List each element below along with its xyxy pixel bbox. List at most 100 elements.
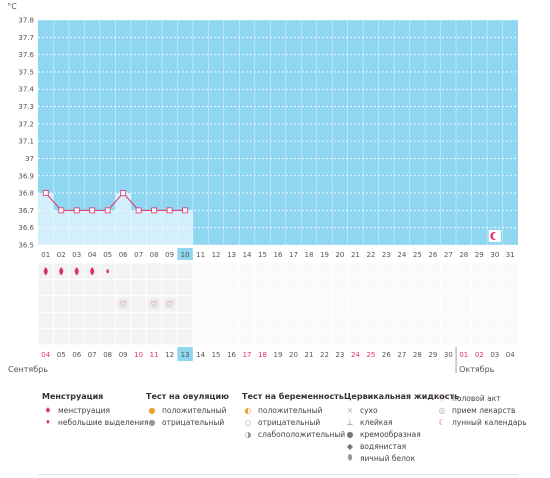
event-cell bbox=[441, 263, 456, 279]
legend-label: лунный календарь bbox=[452, 417, 527, 427]
cycle-day-label: 13 bbox=[227, 251, 236, 259]
drop-light-icon bbox=[106, 268, 109, 274]
event-cell bbox=[394, 296, 410, 312]
event-cell bbox=[131, 329, 146, 345]
event-cell bbox=[456, 312, 472, 329]
cycle-day-label: 11 bbox=[196, 251, 205, 259]
temperature-line bbox=[45, 192, 186, 211]
legend-item: ♦ менструация bbox=[42, 404, 149, 416]
event-cell bbox=[84, 279, 100, 296]
cycle-day-label: 10 bbox=[181, 251, 190, 259]
cycle-day-label: 19 bbox=[320, 251, 329, 259]
y-tick-label: 37.8 bbox=[18, 17, 34, 25]
event-cell bbox=[38, 329, 53, 345]
event-cell bbox=[317, 263, 332, 279]
legend-label: отрицательный bbox=[258, 417, 321, 427]
event-cell bbox=[317, 329, 332, 345]
event-cell bbox=[410, 312, 425, 329]
event-cell bbox=[301, 329, 317, 345]
legend-item: ◆ водянистая bbox=[344, 440, 459, 452]
event-cell bbox=[146, 279, 162, 296]
event-cell bbox=[193, 279, 208, 296]
ovulation-negative-icon: ● bbox=[148, 417, 156, 427]
event-cell bbox=[270, 279, 286, 296]
legend-label: слабоположительный bbox=[258, 429, 346, 439]
sticky-icon: ⊥ bbox=[346, 417, 354, 427]
event-cell bbox=[224, 296, 239, 312]
heart-cell-bg bbox=[149, 299, 160, 309]
event-cell bbox=[69, 329, 84, 345]
event-cell bbox=[146, 312, 162, 329]
event-cell bbox=[487, 329, 503, 345]
legend-label: положительный bbox=[258, 405, 323, 415]
event-cell bbox=[425, 329, 441, 345]
temperature-point bbox=[120, 190, 127, 196]
event-cell bbox=[255, 312, 270, 329]
event-cell bbox=[317, 312, 332, 329]
event-cell bbox=[472, 312, 487, 329]
y-tick-label: 37.4 bbox=[18, 86, 34, 94]
cycle-day-label: 25 bbox=[413, 251, 422, 259]
event-cell bbox=[472, 263, 487, 279]
cycle-day-label: 17 bbox=[289, 251, 298, 259]
heart-icon: ♡ bbox=[166, 300, 173, 309]
legend-item: ● кремообразная bbox=[344, 428, 459, 440]
event-cell bbox=[425, 296, 441, 312]
event-cell bbox=[115, 279, 131, 296]
heart-cell-bg bbox=[118, 299, 129, 309]
event-cell bbox=[379, 263, 394, 279]
legend-item: ♦ небольшие выделения bbox=[42, 416, 148, 428]
event-cell bbox=[239, 312, 255, 329]
temperature-point bbox=[89, 207, 96, 214]
event-cell bbox=[53, 296, 69, 312]
temperature-point bbox=[42, 190, 49, 196]
event-cell bbox=[487, 263, 503, 279]
event-cell bbox=[286, 279, 301, 296]
legend-item: ♡ половой акт bbox=[436, 392, 527, 404]
event-cell bbox=[379, 329, 394, 345]
event-cell bbox=[84, 312, 100, 329]
calendar-date-label: 12 bbox=[165, 351, 174, 359]
temperature-point bbox=[166, 207, 173, 214]
divider bbox=[38, 474, 518, 475]
event-cell bbox=[487, 279, 503, 296]
drop-heavy-icon bbox=[59, 267, 64, 276]
event-cell bbox=[193, 263, 208, 279]
moon-icon bbox=[490, 232, 497, 240]
event-cell bbox=[410, 263, 425, 279]
event-cell bbox=[193, 312, 208, 329]
event-cell bbox=[270, 312, 286, 329]
cycle-day-label: 14 bbox=[243, 251, 252, 259]
cycle-day-label: 29 bbox=[475, 251, 484, 259]
legend-label: положительный bbox=[162, 405, 227, 415]
calendar-date-label: 14 bbox=[196, 351, 205, 359]
temperature-point bbox=[151, 207, 158, 214]
legend-other: ♡ половой акт ◎ прием лекарств ☾ лунный кал… bbox=[436, 392, 527, 428]
event-cell bbox=[162, 279, 177, 296]
calendar-date-label: 29 bbox=[428, 351, 437, 359]
event-cell bbox=[131, 263, 146, 279]
calendar-date-label: 09 bbox=[119, 351, 128, 359]
cycle-day-label: 16 bbox=[274, 251, 283, 259]
event-cell bbox=[69, 312, 84, 329]
legend-label: отрицательный bbox=[162, 417, 225, 427]
calendar-date-label: 07 bbox=[88, 351, 97, 359]
event-cell bbox=[239, 279, 255, 296]
event-cell bbox=[53, 279, 69, 296]
event-cell bbox=[162, 312, 177, 329]
y-tick-label: 37.1 bbox=[18, 138, 34, 146]
y-tick-label: 36.9 bbox=[18, 172, 34, 180]
month-label-left: Сентябрь bbox=[8, 365, 48, 374]
y-tick-label: 36.5 bbox=[18, 242, 34, 250]
legend-item: ● отрицательный bbox=[146, 416, 229, 428]
event-cell bbox=[115, 312, 131, 329]
legend-label: сухо bbox=[360, 405, 378, 415]
event-cell bbox=[38, 279, 53, 296]
cycle-day-label: 26 bbox=[428, 251, 437, 259]
event-cell bbox=[177, 263, 193, 279]
legend-item: ◐ положительный bbox=[242, 404, 345, 416]
event-cell bbox=[301, 296, 317, 312]
calendar-date-label: 19 bbox=[274, 351, 283, 359]
month-label-right: Октябрь bbox=[459, 365, 495, 374]
event-cell bbox=[332, 329, 348, 345]
